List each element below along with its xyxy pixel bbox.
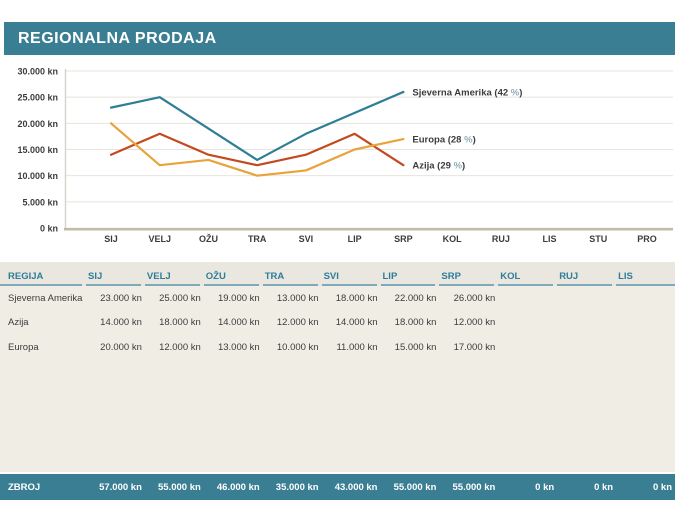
column-header-velj[interactable]: VELJ	[144, 262, 200, 286]
x-axis-tick-label: KOL	[443, 234, 463, 244]
column-header-lip[interactable]: LIP	[380, 262, 436, 286]
value-cell[interactable]: 14.000 kn	[100, 317, 142, 329]
y-axis-tick-label: 10.000 kn	[17, 171, 58, 181]
column-header-ruj[interactable]: RUJ	[557, 262, 613, 286]
total-value-cell[interactable]: 0 kn	[535, 481, 555, 493]
x-axis-tick-label: RUJ	[492, 234, 510, 244]
x-axis-tick-label: OŽU	[199, 233, 218, 244]
column-header-ozu[interactable]: OŽU	[203, 262, 259, 286]
x-axis-tick-label: STU	[589, 234, 607, 244]
region-cell[interactable]: Sjeverna Amerika	[8, 292, 83, 304]
table-header-row: REGIJA SIJ VELJ OŽU TRA SVI LIP SRP KOL RUJ LIS	[0, 262, 675, 286]
total-value-cell[interactable]: 43.000 kn	[334, 481, 378, 493]
table-row-sjeverna-amerika: Sjeverna Amerika 23.000 kn 25.000 kn 19.000…	[0, 286, 675, 311]
value-cell[interactable]: 19.000 kn	[217, 292, 260, 304]
column-header-sij[interactable]: SIJ	[86, 262, 141, 286]
value-cell[interactable]: 12.000 kn	[159, 341, 201, 353]
value-cell[interactable]: 11.000 kn	[336, 341, 378, 353]
y-axis-tick-label: 20.000 kn	[17, 119, 58, 129]
value-cell[interactable]: 18.000 kn	[394, 317, 437, 329]
table-row-azija: Azija 14.000 kn 18.000 kn 14.000 kn 12.000 k…	[0, 311, 675, 336]
value-cell[interactable]: 12.000 kn	[276, 317, 319, 329]
x-axis-tick-label: SRP	[394, 234, 413, 244]
sales-line-chart[interactable]: 30.000 kn 25.000 kn 20.000 kn 15.000 kn 10.0…	[0, 58, 675, 258]
value-cell[interactable]: 13.000 kn	[276, 292, 319, 304]
title-bar: REGIONALNA PRODAJA	[4, 22, 675, 55]
value-cell[interactable]: 18.000 kn	[335, 292, 378, 304]
value-cell[interactable]: 20.000 kn	[100, 341, 142, 353]
x-axis-tick-label: LIP	[348, 234, 362, 244]
series-label-sjeverna-amerika: Sjeverna Amerika (42 %)	[412, 87, 522, 98]
value-cell[interactable]: 15.000 kn	[394, 341, 437, 353]
table-body: Sjeverna Amerika 23.000 kn 25.000 kn 19.000…	[0, 286, 675, 360]
column-header-kol[interactable]: KOL	[498, 262, 554, 286]
value-cell[interactable]: 18.000 kn	[159, 317, 201, 329]
value-cell[interactable]: 23.000 kn	[100, 292, 142, 304]
data-table: REGIJA SIJ VELJ OŽU TRA SVI LIP SRP KOL RUJ LIS Sj…	[0, 262, 675, 472]
region-cell[interactable]: Europa	[8, 341, 39, 353]
x-axis-tick-label: LIS	[543, 234, 557, 244]
region-cell[interactable]: Azija	[8, 317, 29, 329]
value-cell[interactable]: 10.000 kn	[276, 341, 319, 353]
total-value-cell[interactable]: 46.000 kn	[216, 481, 260, 493]
series-line-sjeverna-amerika	[109, 90, 405, 162]
total-value-cell[interactable]: 0 kn	[652, 481, 672, 493]
x-axis-tick-label: TRA	[248, 234, 267, 244]
y-axis-tick-label: 0 kn	[40, 224, 58, 234]
x-axis-tick-label: PRO	[637, 234, 657, 244]
value-cell[interactable]: 14.000 kn	[335, 317, 378, 329]
value-cell[interactable]: 12.000 kn	[453, 317, 496, 329]
total-value-cell[interactable]: 55.000 kn	[393, 481, 437, 493]
column-header-lis[interactable]: LIS	[616, 262, 675, 286]
value-cell[interactable]: 14.000 kn	[217, 317, 260, 329]
x-axis-tick-label: VELJ	[148, 234, 171, 244]
value-cell[interactable]: 17.000 kn	[453, 341, 496, 353]
y-axis-tick-label: 25.000 kn	[17, 93, 58, 103]
total-value-cell[interactable]: 35.000 kn	[275, 481, 319, 493]
x-axis-tick-label: SVI	[299, 234, 314, 244]
total-row: ZBROJ 57.000 kn 55.000 kn 46.000 kn 35.000 k…	[0, 474, 675, 500]
series-line-azija	[109, 132, 405, 167]
total-value-cell[interactable]: 57.000 kn	[99, 481, 142, 493]
value-cell[interactable]: 13.000 kn	[217, 341, 260, 353]
y-axis-tick-label: 30.000 kn	[17, 67, 58, 77]
x-axis-tick-label: SIJ	[104, 234, 118, 244]
column-header-regija[interactable]: REGIJA	[0, 262, 82, 286]
column-header-tra[interactable]: TRA	[262, 262, 318, 286]
column-header-srp[interactable]: SRP	[439, 262, 495, 286]
total-value-cell[interactable]: 0 kn	[594, 481, 614, 493]
total-label[interactable]: ZBROJ	[8, 481, 41, 493]
y-axis-tick-label: 15.000 kn	[17, 145, 58, 155]
value-cell[interactable]: 22.000 kn	[394, 292, 437, 304]
column-header-svi[interactable]: SVI	[321, 262, 377, 286]
total-value-cell[interactable]: 55.000 kn	[452, 481, 496, 493]
series-line-europa	[109, 122, 405, 177]
value-cell[interactable]: 25.000 kn	[159, 292, 201, 304]
series-label-europa: Europa (28 %)	[412, 135, 475, 146]
y-axis-tick-label: 5.000 kn	[22, 197, 58, 207]
value-cell[interactable]: 26.000 kn	[453, 292, 496, 304]
page-title: REGIONALNA PRODAJA	[18, 29, 217, 47]
series-label-azija: Azija (29 %)	[412, 161, 465, 172]
total-value-cell[interactable]: 55.000 kn	[158, 481, 201, 493]
table-row-europa: Europa 20.000 kn 12.000 kn 13.000 kn 10.000 …	[0, 335, 675, 360]
